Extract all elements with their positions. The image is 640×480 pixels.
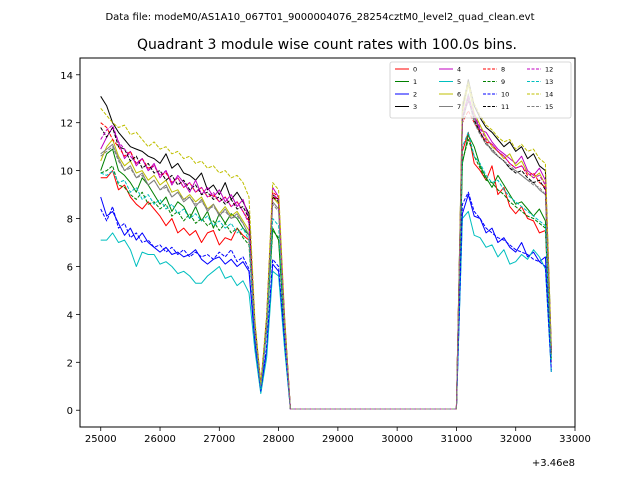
legend-label-11: 11 <box>501 103 509 111</box>
y-tick-label: 14 <box>60 71 73 82</box>
legend-label-9: 9 <box>501 78 505 86</box>
y-tick-label: 2 <box>67 358 73 369</box>
x-tick-label: 26000 <box>144 434 176 445</box>
legend-label-13: 13 <box>545 78 553 86</box>
y-tick-label: 6 <box>67 262 73 273</box>
y-tick-label: 8 <box>67 215 73 226</box>
chart-title: Quadrant 3 module wise count rates with … <box>137 37 517 53</box>
x-tick-label: 28000 <box>263 434 295 445</box>
legend-label-6: 6 <box>457 91 461 99</box>
series-line-13 <box>100 131 552 410</box>
legend-label-7: 7 <box>457 103 461 111</box>
y-tick-label: 4 <box>67 310 73 321</box>
series-line-14 <box>100 81 552 410</box>
y-axis-ticks: 0 2 4 6 8 10 12 14 <box>60 71 80 417</box>
figure-suptitle: Data file: modeM0/AS1A10_067T01_90000040… <box>105 12 534 23</box>
x-tick-label: 29000 <box>322 434 354 445</box>
x-tick-label: 27000 <box>203 434 235 445</box>
x-tick-label: 30000 <box>381 434 413 445</box>
legend-label-3: 3 <box>413 103 417 111</box>
legend-label-2: 2 <box>413 91 417 99</box>
legend-box <box>389 61 572 119</box>
legend-label-10: 10 <box>501 91 509 99</box>
x-axis-ticks: 25000 26000 27000 28000 29000 30000 31000 32000… <box>85 427 591 445</box>
x-tick-label: 33000 <box>559 434 591 445</box>
legend-label-15: 15 <box>545 103 553 111</box>
y-tick-label: 0 <box>67 406 73 417</box>
axes-frame <box>79 57 576 428</box>
x-tick-label: 32000 <box>500 434 532 445</box>
y-tick-label: 12 <box>60 119 73 130</box>
legend-label-8: 8 <box>501 66 505 74</box>
plot-area: 25000 26000 27000 28000 29000 30000 31000 32000… <box>60 57 591 469</box>
legend-label-12: 12 <box>545 66 553 74</box>
legend-label-5: 5 <box>457 78 461 86</box>
x-axis-offset-label: +3.46e8 <box>532 458 575 469</box>
legend-label-14: 14 <box>545 91 553 99</box>
legend-label-1: 1 <box>413 78 417 86</box>
x-tick-label: 25000 <box>85 434 117 445</box>
series-line-15 <box>100 98 552 410</box>
legend-label-0: 0 <box>413 66 417 74</box>
y-tick-label: 10 <box>60 167 73 178</box>
legend-label-4: 4 <box>457 66 461 74</box>
x-tick-label: 31000 <box>441 434 473 445</box>
series-line-12 <box>100 95 552 410</box>
